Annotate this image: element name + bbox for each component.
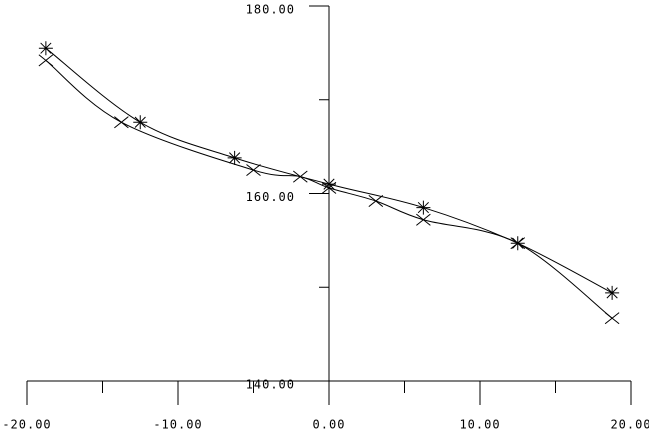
data-point	[604, 312, 620, 325]
x-tick-label: 20.00	[610, 418, 649, 432]
data-point	[510, 237, 526, 250]
x-tick-label: 0.00	[313, 418, 346, 432]
data-point	[416, 213, 431, 226]
y-tick-label: 180.00	[246, 3, 295, 17]
data-point	[292, 170, 308, 183]
y-tick-label: 140.00	[246, 378, 295, 392]
x-tick-label: -10.00	[153, 418, 202, 432]
data-point	[246, 164, 261, 177]
data-point	[322, 177, 336, 192]
data-point	[38, 54, 54, 67]
x-tick-label: -20.00	[2, 418, 51, 432]
data-point	[605, 285, 620, 300]
x-tick-label: 10.00	[459, 418, 500, 432]
data-point	[114, 116, 129, 129]
data-point	[321, 181, 337, 194]
data-point	[227, 150, 242, 165]
y-tick-label: 160.00	[246, 190, 295, 204]
data-point	[38, 41, 53, 56]
data-point	[368, 195, 384, 207]
data-point	[416, 200, 431, 215]
data-point	[133, 115, 148, 130]
